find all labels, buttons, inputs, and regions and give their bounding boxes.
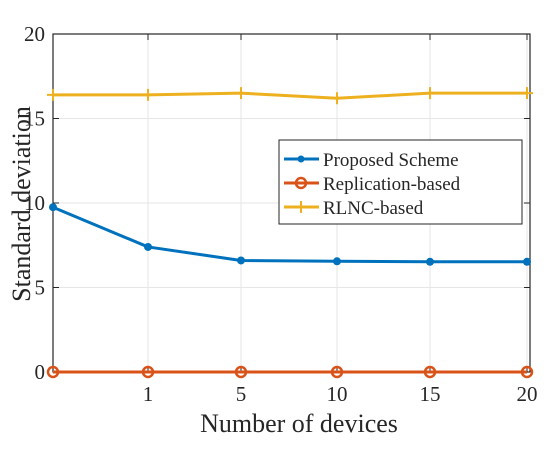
data-point-proposed-scheme xyxy=(237,256,245,265)
legend-label-proposed-scheme: Proposed Scheme xyxy=(323,150,459,171)
data-point-proposed-scheme xyxy=(333,257,341,266)
y-axis-label: Standard deviation xyxy=(7,106,36,302)
legend-marker-replication-based xyxy=(294,176,308,190)
data-point-rlnc-based xyxy=(331,92,343,105)
legend-item-replication-based: Replication-based xyxy=(284,174,461,195)
data-point-rlnc-based xyxy=(521,87,533,100)
data-point-rlnc-based xyxy=(47,88,59,101)
x-tick-label: 5 xyxy=(236,382,247,406)
x-tick-label: 15 xyxy=(420,382,441,406)
series-line-rlnc-based xyxy=(53,91,527,100)
data-point-proposed-scheme xyxy=(523,257,531,266)
data-point-rlnc-based xyxy=(142,88,154,101)
legend: Proposed Scheme Replication-based RLNC-b… xyxy=(278,139,523,225)
data-point-replication-based xyxy=(330,365,344,379)
data-point-replication-based xyxy=(46,365,60,379)
y-tick-label: 15 xyxy=(24,107,45,131)
data-point-replication-based xyxy=(520,365,534,379)
legend-label-rlnc-based: RLNC-based xyxy=(323,198,424,219)
x-axis-label: Number of devices xyxy=(200,409,398,438)
data-point-proposed-scheme xyxy=(426,257,434,266)
data-point-rlnc-based xyxy=(424,87,436,100)
legend-label-replication-based: Replication-based xyxy=(323,174,461,195)
legend-item-proposed-scheme: Proposed Scheme xyxy=(284,150,459,171)
x-tick-label: 1 xyxy=(143,382,154,406)
y-tick-label: 20 xyxy=(24,22,45,46)
y-tick-label: 0 xyxy=(35,360,46,384)
data-point-replication-based xyxy=(234,365,248,379)
data-point-proposed-scheme xyxy=(144,242,152,251)
x-tick-label: 10 xyxy=(327,382,348,406)
y-tick-label: 5 xyxy=(35,276,46,300)
legend-marker-rlnc-based xyxy=(295,201,307,213)
legend-box xyxy=(278,139,523,225)
legend-marker-proposed-scheme xyxy=(297,155,305,163)
data-point-rlnc-based xyxy=(235,87,247,100)
legend-item-rlnc-based: RLNC-based xyxy=(284,198,424,219)
data-point-replication-based xyxy=(423,365,437,379)
series-line-proposed-scheme xyxy=(52,205,527,264)
data-point-replication-based xyxy=(141,365,155,379)
x-tick-label: 20 xyxy=(517,382,538,406)
data-point-proposed-scheme xyxy=(49,203,57,212)
y-tick-label: 10 xyxy=(24,191,45,215)
series-layer xyxy=(46,87,534,379)
